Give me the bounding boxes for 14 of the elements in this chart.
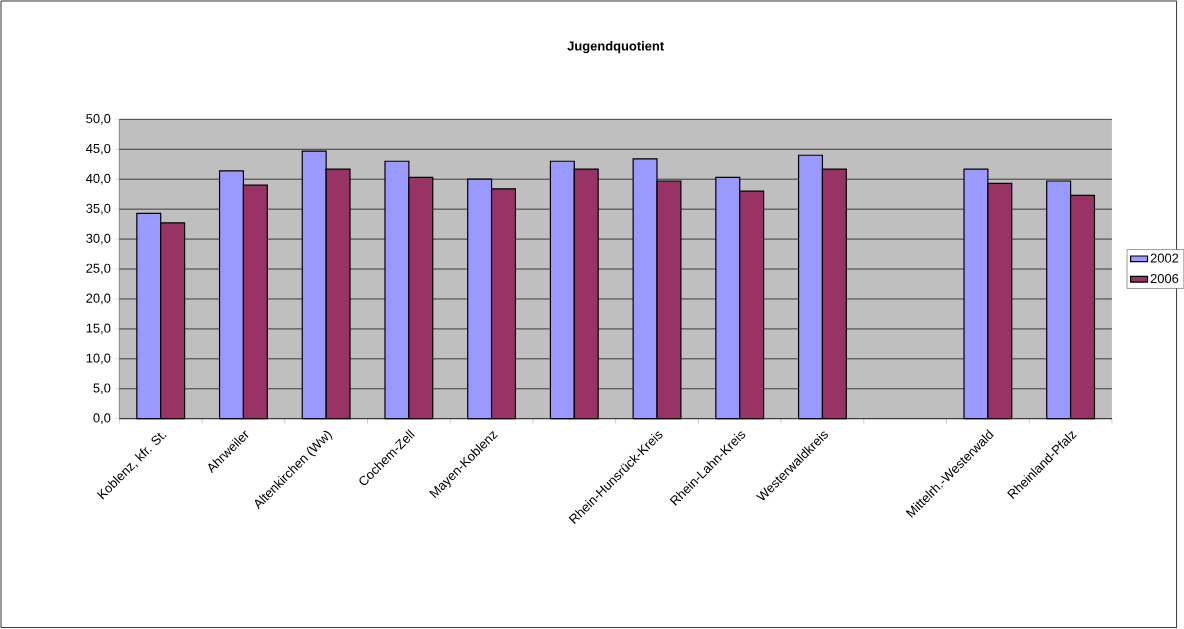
y-tick-label: 20,0: [86, 293, 111, 305]
legend-label: 2006: [1150, 274, 1179, 284]
y-tick-label: 10,0: [86, 353, 111, 365]
y-tick-label: 0,0: [93, 413, 111, 425]
y-tick-label: 30,0: [86, 233, 111, 245]
y-tick-label: 25,0: [86, 263, 111, 275]
y-tick-label: 50,0: [86, 114, 111, 125]
y-tick-label: 45,0: [86, 144, 111, 155]
y-tick-label: 40,0: [86, 174, 111, 185]
legend-label: 2002: [1150, 253, 1179, 263]
chart-title: Jugendquotient: [567, 41, 664, 54]
y-tick-label: 15,0: [86, 323, 111, 335]
y-tick-label: 35,0: [86, 204, 111, 215]
y-tick-label: 5,0: [93, 383, 111, 395]
